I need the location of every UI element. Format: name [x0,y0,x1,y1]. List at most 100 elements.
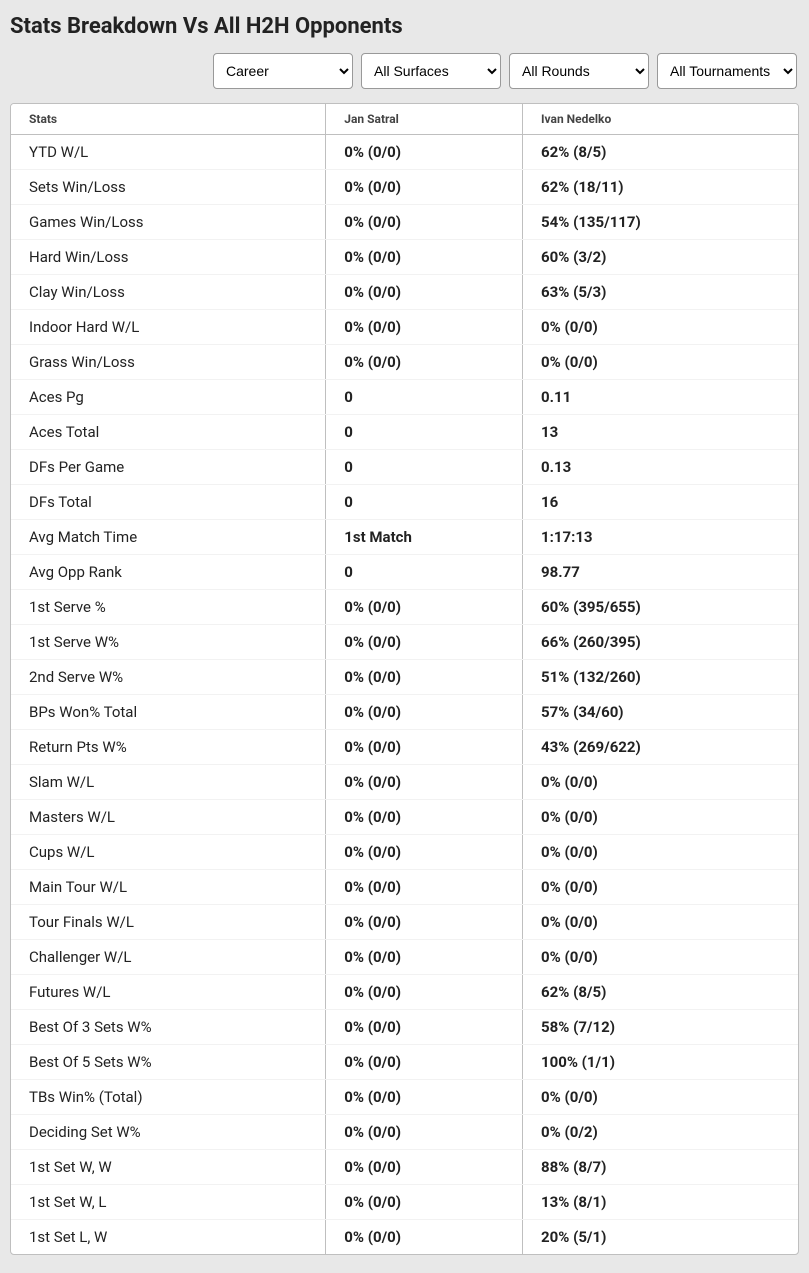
table-row: TBs Win% (Total)0% (0/0)0% (0/0) [11,1080,798,1115]
stat-label: Masters W/L [11,800,326,835]
stats-card: Stats Jan Satral Ivan Nedelko YTD W/L0% … [10,103,799,1255]
table-row: 1st Set W, W0% (0/0)88% (8/7) [11,1150,798,1185]
stat-label: Sets Win/Loss [11,170,326,205]
stat-value-player1: 0% (0/0) [326,660,523,695]
stat-value-player1: 0% (0/0) [326,835,523,870]
stat-value-player1: 0% (0/0) [326,345,523,380]
table-row: Cups W/L0% (0/0)0% (0/0) [11,835,798,870]
stat-label: BPs Won% Total [11,695,326,730]
stat-value-player2: 0.11 [523,380,798,415]
stat-value-player1: 0% (0/0) [326,170,523,205]
table-row: 1st Set W, L0% (0/0)13% (8/1) [11,1185,798,1220]
filter-round[interactable]: All Rounds [509,53,649,89]
table-row: Tour Finals W/L0% (0/0)0% (0/0) [11,905,798,940]
stat-value-player2: 13% (8/1) [523,1185,798,1220]
stat-value-player1: 0% (0/0) [326,1080,523,1115]
stat-value-player1: 0% (0/0) [326,590,523,625]
stat-value-player1: 0 [326,485,523,520]
stat-label: YTD W/L [11,135,326,170]
stat-label: Return Pts W% [11,730,326,765]
stat-value-player2: 16 [523,485,798,520]
stat-value-player2: 0% (0/0) [523,835,798,870]
stat-value-player1: 0% (0/0) [326,310,523,345]
filter-surface[interactable]: All Surfaces [361,53,501,89]
stat-label: Aces Total [11,415,326,450]
stat-value-player2: 58% (7/12) [523,1010,798,1045]
table-row: Clay Win/Loss0% (0/0)63% (5/3) [11,275,798,310]
stat-value-player1: 0% (0/0) [326,1150,523,1185]
stat-value-player2: 66% (260/395) [523,625,798,660]
stat-label: 1st Serve % [11,590,326,625]
stat-value-player2: 60% (3/2) [523,240,798,275]
stat-value-player1: 0% (0/0) [326,1115,523,1150]
stat-label: Indoor Hard W/L [11,310,326,345]
table-row: DFs Total016 [11,485,798,520]
stat-label: Tour Finals W/L [11,905,326,940]
stat-value-player1: 0 [326,450,523,485]
stat-value-player1: 0% (0/0) [326,625,523,660]
table-row: Best Of 5 Sets W%0% (0/0)100% (1/1) [11,1045,798,1080]
table-row: Avg Opp Rank098.77 [11,555,798,590]
stat-label: 1st Set L, W [11,1220,326,1255]
stat-value-player2: 0% (0/0) [523,310,798,345]
stat-value-player1: 0% (0/0) [326,240,523,275]
table-row: Challenger W/L0% (0/0)0% (0/0) [11,940,798,975]
stat-label: Challenger W/L [11,940,326,975]
stat-value-player1: 0% (0/0) [326,135,523,170]
stat-value-player2: 13 [523,415,798,450]
stat-value-player2: 63% (5/3) [523,275,798,310]
stat-label: Futures W/L [11,975,326,1010]
stat-label: 2nd Serve W% [11,660,326,695]
stat-value-player2: 0% (0/0) [523,940,798,975]
stat-value-player2: 0% (0/0) [523,905,798,940]
stat-label: Slam W/L [11,765,326,800]
stat-label: Games Win/Loss [11,205,326,240]
col-header-player1: Jan Satral [326,104,523,135]
stat-value-player1: 0% (0/0) [326,1010,523,1045]
stat-value-player2: 62% (8/5) [523,135,798,170]
stat-label: DFs Total [11,485,326,520]
page-title: Stats Breakdown Vs All H2H Opponents [10,14,799,39]
table-row: 1st Serve %0% (0/0)60% (395/655) [11,590,798,625]
table-row: Deciding Set W%0% (0/0)0% (0/2) [11,1115,798,1150]
stat-label: TBs Win% (Total) [11,1080,326,1115]
table-row: Hard Win/Loss0% (0/0)60% (3/2) [11,240,798,275]
stat-label: Avg Opp Rank [11,555,326,590]
table-row: Avg Match Time1st Match1:17:13 [11,520,798,555]
table-header-row: Stats Jan Satral Ivan Nedelko [11,104,798,135]
filters-bar: Career All Surfaces All Rounds All Tourn… [10,53,799,89]
stat-value-player2: 0% (0/0) [523,870,798,905]
filter-career[interactable]: Career [213,53,353,89]
stat-value-player1: 0% (0/0) [326,905,523,940]
stats-table: Stats Jan Satral Ivan Nedelko YTD W/L0% … [11,104,798,1254]
stat-value-player2: 0% (0/0) [523,800,798,835]
stat-value-player1: 0% (0/0) [326,730,523,765]
stat-label: Cups W/L [11,835,326,870]
stat-value-player1: 1st Match [326,520,523,555]
stat-label: 1st Set W, L [11,1185,326,1220]
stat-value-player1: 0% (0/0) [326,205,523,240]
table-row: Sets Win/Loss0% (0/0)62% (18/11) [11,170,798,205]
table-row: Futures W/L0% (0/0)62% (8/5) [11,975,798,1010]
stat-value-player2: 98.77 [523,555,798,590]
stat-value-player2: 51% (132/260) [523,660,798,695]
stat-value-player1: 0% (0/0) [326,695,523,730]
stat-value-player2: 0% (0/2) [523,1115,798,1150]
stat-value-player2: 62% (18/11) [523,170,798,205]
stat-label: Clay Win/Loss [11,275,326,310]
stat-label: 1st Serve W% [11,625,326,660]
table-row: Slam W/L0% (0/0)0% (0/0) [11,765,798,800]
stat-value-player1: 0 [326,380,523,415]
col-header-player2: Ivan Nedelko [523,104,798,135]
stat-label: DFs Per Game [11,450,326,485]
stat-value-player1: 0% (0/0) [326,1045,523,1080]
stat-value-player1: 0% (0/0) [326,275,523,310]
stat-label: Best Of 3 Sets W% [11,1010,326,1045]
stat-value-player1: 0 [326,555,523,590]
stat-value-player2: 1:17:13 [523,520,798,555]
stat-value-player2: 0% (0/0) [523,345,798,380]
filter-tournament[interactable]: All Tournaments [657,53,797,89]
stat-label: Grass Win/Loss [11,345,326,380]
table-row: Main Tour W/L0% (0/0)0% (0/0) [11,870,798,905]
stat-value-player2: 43% (269/622) [523,730,798,765]
